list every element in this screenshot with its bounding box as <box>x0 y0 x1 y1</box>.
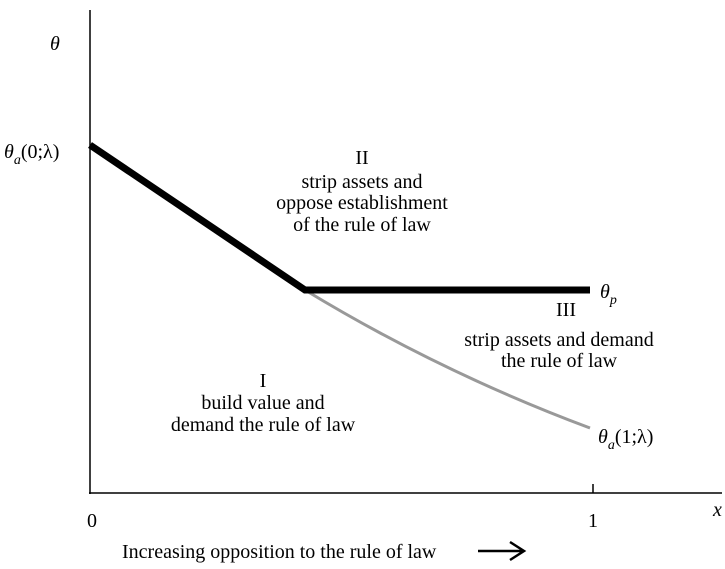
subscript: p <box>609 293 617 308</box>
curve-label: θa(1;λ) <box>598 426 653 453</box>
argument: (1;λ) <box>615 426 654 448</box>
curve-label: θp <box>600 281 617 308</box>
boundary-line <box>88 142 590 294</box>
region-numeral: II <box>355 147 368 169</box>
symbol: θ <box>4 141 14 163</box>
symbol: θ <box>598 426 608 448</box>
region-text: oppose establishment <box>276 192 448 214</box>
region-text: strip assets and <box>301 171 422 193</box>
region-text: of the rule of law <box>293 214 431 236</box>
region-numeral: III <box>556 299 576 321</box>
symbol: θ <box>600 281 610 303</box>
argument: (0;λ) <box>21 141 60 163</box>
region-text: strip assets and demand <box>464 329 653 351</box>
region-text: build value and <box>201 392 324 414</box>
tick-label: 1 <box>588 510 598 532</box>
curve-label: θa(0;λ) <box>4 141 59 168</box>
x-axis-label: x <box>712 499 722 521</box>
region-text: the rule of law <box>501 350 618 372</box>
arrow <box>478 540 527 562</box>
subscript: a <box>14 153 21 168</box>
x-caption: Increasing opposition to the rule of law <box>122 541 437 563</box>
subscript: a <box>608 438 615 453</box>
region-numeral: I <box>260 370 267 392</box>
region-labels: I build value and demand the rule of law… <box>171 147 654 436</box>
theta-a-curve <box>304 288 591 430</box>
region-text: demand the rule of law <box>171 414 356 436</box>
y-axis-label: θ <box>50 33 60 55</box>
tick-label: 0 <box>87 510 97 532</box>
